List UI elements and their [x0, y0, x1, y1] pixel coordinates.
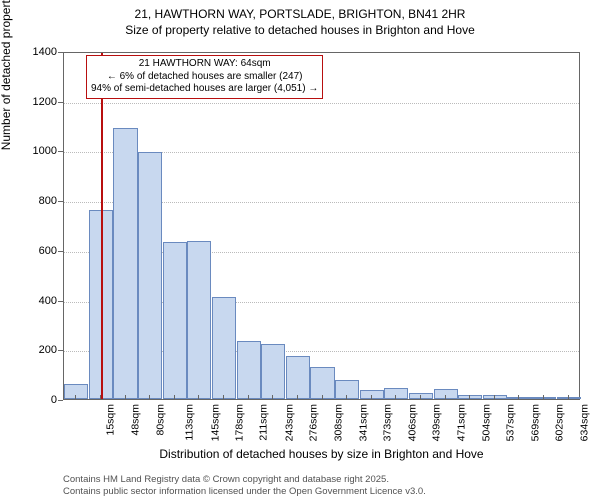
x-tick-mark [445, 395, 446, 400]
x-tick-mark [346, 395, 347, 400]
footer-attribution: Contains HM Land Registry data © Crown c… [63, 474, 426, 497]
y-axis: 0200400600800100012001400 [0, 52, 63, 400]
footer-line-2: Contains public sector information licen… [63, 486, 426, 497]
footer-line-1: Contains HM Land Registry data © Crown c… [63, 474, 426, 485]
x-axis-title: Distribution of detached houses by size … [63, 447, 580, 461]
x-tick-label: 471sqm [455, 404, 467, 441]
y-tick-label: 200 [39, 344, 57, 356]
x-tick-mark [272, 395, 273, 400]
x-tick-mark [371, 395, 372, 400]
histogram-bar [64, 384, 88, 399]
annotation-line: ← 6% of detached houses are smaller (247… [91, 71, 318, 84]
histogram-bar [557, 397, 581, 399]
x-tick-label: 341sqm [357, 404, 369, 441]
annotation-line: 21 HAWTHORN WAY: 64sqm [91, 58, 318, 71]
x-tick-mark [322, 395, 323, 400]
y-tick-label: 600 [39, 245, 57, 257]
x-tick-label: 243sqm [283, 404, 295, 441]
x-tick-mark [568, 395, 569, 400]
x-tick-label: 113sqm [184, 404, 196, 441]
x-tick-label: 178sqm [234, 404, 246, 441]
x-tick-label: 15sqm [105, 404, 117, 436]
x-tick-label: 373sqm [381, 404, 393, 441]
x-tick-label: 80sqm [154, 404, 166, 436]
annotation-box: 21 HAWTHORN WAY: 64sqm← 6% of detached h… [86, 55, 323, 99]
histogram-bar [212, 297, 236, 399]
x-tick-label: 48sqm [129, 404, 141, 436]
gridline [64, 103, 579, 104]
y-tick-label: 400 [39, 295, 57, 307]
x-tick-mark [75, 395, 76, 400]
x-tick-mark [518, 395, 519, 400]
y-tick-label: 1200 [33, 96, 57, 108]
chart-title: 21, HAWTHORN WAY, PORTSLADE, BRIGHTON, B… [0, 0, 600, 38]
x-tick-mark [125, 395, 126, 400]
histogram-bar [483, 395, 507, 399]
x-tick-mark [494, 395, 495, 400]
histogram-bar [163, 242, 187, 399]
x-tick-mark [297, 395, 298, 400]
x-tick-label: 569sqm [529, 404, 541, 441]
histogram-bar [261, 344, 285, 399]
x-tick-mark [395, 395, 396, 400]
histogram-bar [360, 390, 384, 399]
histogram-bar [409, 393, 433, 399]
y-tick-label: 0 [51, 394, 57, 406]
histogram-bar [384, 388, 408, 399]
x-tick-mark [149, 395, 150, 400]
x-tick-label: 537sqm [505, 404, 517, 441]
histogram-bar [237, 341, 261, 399]
x-tick-label: 439sqm [431, 404, 443, 441]
histogram-bar [434, 389, 458, 399]
histogram-bar [335, 380, 359, 399]
title-line-2: Size of property relative to detached ho… [0, 22, 600, 38]
histogram-bar [187, 241, 211, 399]
x-tick-mark [543, 395, 544, 400]
x-tick-label: 308sqm [332, 404, 344, 441]
annotation-line: 94% of semi-detached houses are larger (… [91, 83, 318, 96]
histogram-bar [138, 152, 162, 399]
x-tick-label: 634sqm [578, 404, 590, 441]
x-tick-label: 276sqm [308, 404, 320, 441]
x-tick-mark [174, 395, 175, 400]
y-tick-label: 1000 [33, 145, 57, 157]
x-tick-mark [223, 395, 224, 400]
x-tick-mark [248, 395, 249, 400]
y-tick-label: 800 [39, 195, 57, 207]
x-tick-mark [100, 395, 101, 400]
title-line-1: 21, HAWTHORN WAY, PORTSLADE, BRIGHTON, B… [0, 6, 600, 22]
histogram-bar [286, 356, 310, 400]
histogram-bar [532, 397, 556, 399]
x-tick-label: 504sqm [480, 404, 492, 441]
x-tick-mark [420, 395, 421, 400]
histogram-bar [458, 395, 482, 399]
y-tick-label: 1400 [33, 46, 57, 58]
x-tick-mark [198, 395, 199, 400]
histogram-bar [507, 397, 531, 399]
x-tick-mark [469, 395, 470, 400]
histogram-bar [113, 128, 137, 399]
chart-container: 21, HAWTHORN WAY, PORTSLADE, BRIGHTON, B… [0, 0, 600, 500]
x-tick-label: 602sqm [554, 404, 566, 441]
plot-area [63, 52, 580, 400]
reference-line [101, 53, 103, 399]
x-tick-label: 406sqm [406, 404, 418, 441]
x-tick-label: 145sqm [209, 404, 221, 441]
x-tick-label: 211sqm [258, 404, 270, 441]
